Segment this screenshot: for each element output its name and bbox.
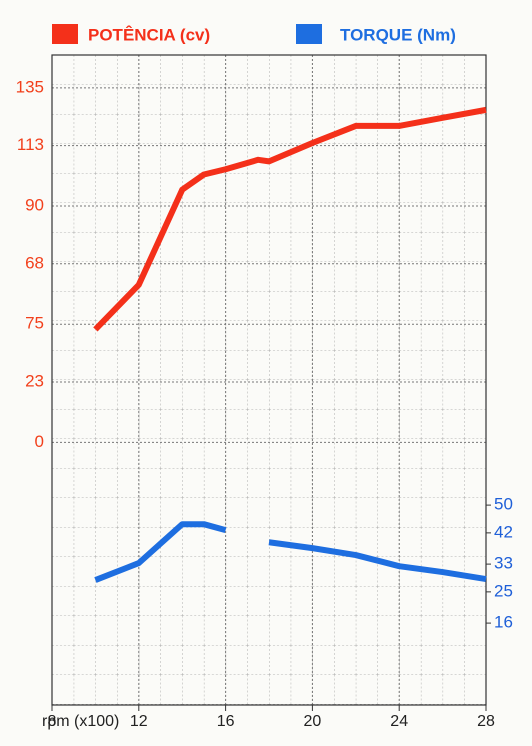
y2-tick-label: 25 [494,581,513,600]
legend: POTÊNCIA (cv) TORQUE (Nm) [52,24,456,44]
y2-tick-label: 50 [494,495,513,514]
x-tick-label: 20 [304,713,322,730]
y2-tick-label: 33 [494,554,513,573]
legend-label: TORQUE (Nm) [340,25,456,44]
legend-swatch [52,24,78,44]
y-tick-label: 0 [35,432,44,451]
y-tick-label: 90 [25,195,44,214]
legend-swatch [296,24,322,44]
y-tick-label: 75 [25,314,44,333]
y-tick-label: 23 [25,371,44,390]
x-tick-label: 16 [217,713,235,730]
x-tick-label: 12 [130,713,148,730]
x-tick-label: 28 [477,713,495,730]
series-line [94,521,487,583]
y-tick-label: 113 [17,135,44,154]
x-tick-label: 24 [390,713,408,730]
y2-tick-label: 42 [494,522,513,541]
legend-label: POTÊNCIA (cv) [88,25,210,44]
minor-grid [52,55,486,705]
x-tick-label: 8 [48,713,57,730]
y-tick-label: 68 [25,253,44,272]
y-tick-label: 135 [16,77,44,96]
y2-tick-label: 16 [494,613,513,632]
series-line [93,106,487,332]
plot-frame [51,54,487,706]
x-axis-label: rpm (x100) [42,713,119,730]
